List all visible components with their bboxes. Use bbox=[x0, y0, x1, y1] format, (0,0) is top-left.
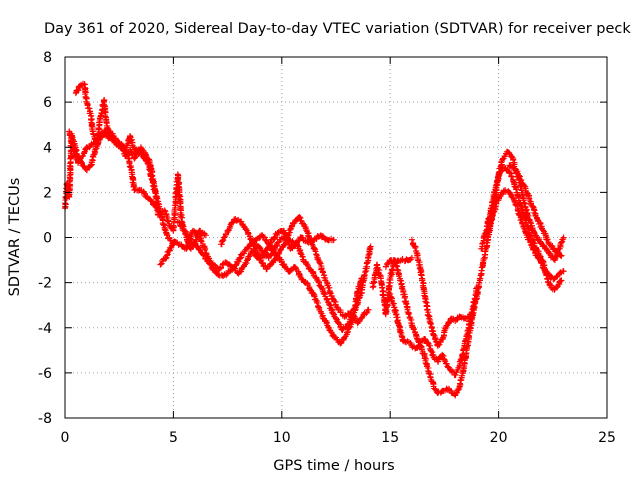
y-axis-ticks: -8 -6 -4 -2 0 2 4 6 8 bbox=[38, 50, 607, 427]
series-sat-f bbox=[218, 214, 372, 327]
series-markers bbox=[408, 148, 567, 349]
data-layer bbox=[62, 80, 567, 399]
series-markers bbox=[252, 232, 337, 261]
x-tick-label: 10 bbox=[273, 430, 291, 446]
y-tick-label: -4 bbox=[38, 321, 52, 337]
series-markers bbox=[506, 162, 565, 260]
y-axis-label: SDTVAR / TECUs bbox=[7, 178, 23, 297]
series-sat-g bbox=[252, 232, 337, 261]
x-axis-label: GPS time / hours bbox=[273, 458, 394, 474]
y-tick-label: -8 bbox=[38, 411, 52, 427]
x-axis-ticks: 0 5 10 15 20 25 bbox=[61, 57, 616, 446]
y-tick-label: 0 bbox=[43, 231, 52, 247]
y-tick-label: -6 bbox=[38, 366, 52, 382]
y-tick-label: 8 bbox=[43, 50, 52, 66]
series-sat-m bbox=[484, 187, 565, 293]
series-markers bbox=[484, 187, 565, 293]
chart-title: Day 361 of 2020, Sidereal Day-to-day VTE… bbox=[44, 21, 631, 37]
series-sat-k bbox=[408, 148, 567, 349]
series-sat-c bbox=[66, 126, 177, 248]
series-markers bbox=[66, 126, 177, 248]
y-tick-label: 2 bbox=[43, 185, 52, 201]
series-sat-i bbox=[382, 254, 415, 270]
x-tick-label: 5 bbox=[169, 430, 178, 446]
y-tick-label: 4 bbox=[43, 140, 52, 156]
series-sat-n bbox=[506, 162, 565, 260]
x-tick-label: 0 bbox=[61, 430, 70, 446]
series-markers bbox=[72, 80, 209, 252]
series-markers bbox=[218, 214, 372, 327]
y-tick-label: -2 bbox=[38, 276, 52, 292]
grid bbox=[65, 57, 607, 418]
x-tick-label: 25 bbox=[598, 430, 616, 446]
y-tick-label: 6 bbox=[43, 95, 52, 111]
x-tick-label: 20 bbox=[490, 430, 508, 446]
x-tick-label: 15 bbox=[381, 430, 399, 446]
series-markers bbox=[382, 254, 415, 270]
series-sat-b bbox=[72, 80, 209, 252]
